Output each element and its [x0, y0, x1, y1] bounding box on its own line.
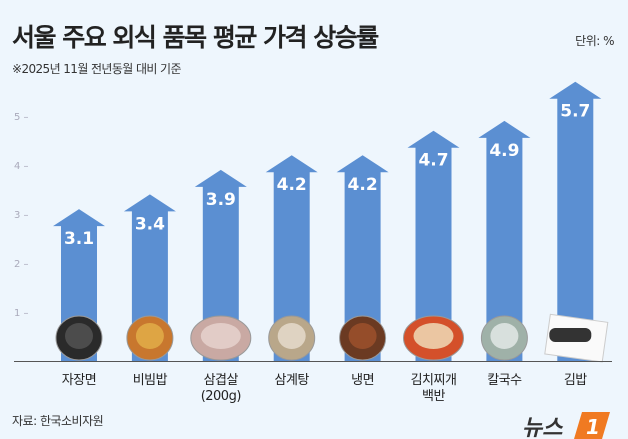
category-label: 김치찌개 백반	[411, 373, 457, 404]
y-tick-label: 5 –	[14, 112, 29, 123]
value-label: 5.7	[560, 102, 590, 122]
unit-label: 단위: %	[575, 34, 614, 48]
food-detail	[65, 323, 93, 349]
y-tick-label: 4 –	[14, 161, 29, 172]
bar-arrow	[549, 81, 602, 361]
value-label: 3.4	[135, 214, 165, 234]
category-label: 냉면	[351, 373, 374, 388]
y-tick-label: 3 –	[14, 210, 29, 221]
category-label: 칼국수	[487, 373, 522, 388]
y-tick-label: 2 –	[14, 259, 29, 270]
category-label: 비빔밥	[133, 373, 168, 388]
food-detail	[490, 323, 519, 349]
bar-arrow	[407, 130, 460, 361]
value-label: 4.7	[418, 151, 448, 171]
category-label: 김밥	[564, 373, 587, 388]
category-label: 삼겹살 (200g)	[201, 373, 241, 404]
food-detail	[348, 323, 377, 349]
category-label: 삼계탕	[275, 373, 310, 388]
subtitle: ※2025년 11월 전년동월 대비 기준	[12, 62, 182, 76]
value-label: 4.2	[277, 175, 307, 195]
source-note: 자료: 한국소비자원	[12, 414, 104, 428]
food-detail	[200, 323, 241, 349]
news1-logo: 뉴스 1	[522, 412, 610, 439]
value-label: 3.9	[206, 190, 236, 210]
svg-text:1: 1	[586, 415, 600, 439]
food-detail	[135, 323, 164, 349]
bar-arrow	[194, 169, 247, 361]
bar-arrow	[336, 155, 389, 361]
value-label: 4.2	[348, 175, 378, 195]
bar-arrow	[265, 155, 318, 361]
y-tick-label: 1 –	[14, 308, 29, 319]
svg-text:뉴스: 뉴스	[522, 416, 564, 439]
category-label: 자장면	[62, 373, 96, 388]
bar-arrow	[478, 120, 531, 362]
food-detail	[277, 323, 306, 349]
value-label: 3.1	[64, 229, 94, 249]
gimbap-roll	[549, 328, 592, 342]
food-detail	[413, 323, 454, 349]
value-label: 4.9	[489, 141, 519, 161]
page-title: 서울 주요 외식 품목 평균 가격 상승률	[12, 23, 379, 52]
